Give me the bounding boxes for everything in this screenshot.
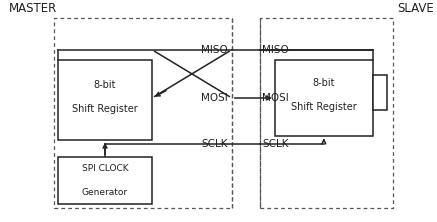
Text: MISO: MISO — [263, 45, 289, 55]
Text: MOSI: MOSI — [263, 93, 289, 103]
Text: SCLK: SCLK — [263, 139, 289, 149]
Text: MASTER: MASTER — [9, 2, 57, 16]
Text: MISO: MISO — [201, 45, 228, 55]
Bar — [58, 60, 152, 140]
Text: 8-bit: 8-bit — [312, 78, 335, 88]
Text: Shift Register: Shift Register — [291, 102, 357, 112]
Text: MOSI: MOSI — [201, 93, 228, 103]
Text: Shift Register: Shift Register — [72, 104, 138, 114]
Bar — [275, 60, 373, 135]
Text: Generator: Generator — [82, 188, 128, 197]
Text: SCLK: SCLK — [201, 139, 228, 149]
Text: 8-bit: 8-bit — [94, 80, 116, 90]
Text: SLAVE: SLAVE — [397, 2, 434, 16]
Bar — [373, 75, 387, 110]
Bar — [58, 157, 152, 204]
Text: SPI CLOCK: SPI CLOCK — [82, 164, 128, 173]
